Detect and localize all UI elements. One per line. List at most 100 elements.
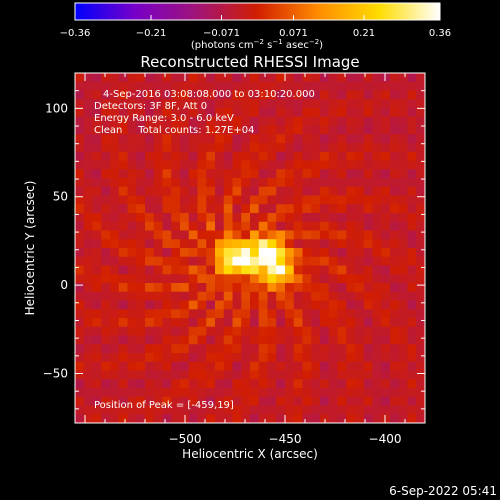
heatmap-cell	[127, 108, 137, 118]
heatmap-cell	[136, 143, 146, 153]
heatmap-cell	[320, 178, 330, 188]
heatmap-cell	[337, 309, 347, 319]
heatmap-cell	[363, 283, 373, 293]
heatmap-cell	[127, 309, 137, 319]
heatmap-cell	[258, 169, 268, 179]
heatmap-cell	[92, 230, 102, 240]
heatmap-cell	[372, 169, 382, 179]
heatmap-cell	[171, 405, 181, 415]
heatmap-cell	[136, 309, 146, 319]
heatmap-cell	[153, 81, 163, 91]
heatmap-cell	[311, 256, 321, 266]
heatmap-cell	[250, 274, 260, 284]
heatmap-cell	[180, 405, 190, 415]
heatmap-cell	[110, 239, 120, 249]
heatmap-cell	[127, 300, 137, 310]
heatmap-cell	[328, 143, 338, 153]
heatmap-cell	[127, 326, 137, 336]
heatmap-cell	[363, 414, 373, 423]
heatmap-cell	[241, 353, 251, 363]
heatmap-cell	[215, 160, 225, 170]
heatmap-cell	[162, 178, 172, 188]
heatmap-cell	[293, 274, 303, 284]
heatmap-cell	[355, 108, 365, 118]
heatmap-cell	[416, 396, 425, 406]
heatmap-cell	[363, 169, 373, 179]
heatmap-cell	[328, 151, 338, 161]
heatmap-cell	[346, 108, 356, 118]
heatmap-cell	[258, 125, 268, 135]
heatmap-cell	[101, 379, 111, 389]
heatmap-cell	[206, 151, 216, 161]
heatmap-cell	[355, 221, 365, 231]
heatmap-cell	[390, 143, 400, 153]
heatmap-cell	[188, 151, 198, 161]
heatmap-cell	[311, 344, 321, 354]
heatmap-cell	[136, 414, 146, 423]
heatmap-cell	[285, 151, 295, 161]
heatmap-cell	[75, 265, 85, 275]
heatmap-cell	[250, 108, 260, 118]
heatmap-cell	[101, 309, 111, 319]
heatmap-cell	[381, 169, 391, 179]
heatmap-cell	[171, 125, 181, 135]
heatmap-cell	[75, 370, 85, 380]
heatmap-cell	[197, 204, 207, 214]
heatmap-cell	[118, 361, 128, 371]
heatmap-cell	[293, 160, 303, 170]
heatmap-cell	[302, 73, 312, 83]
heatmap-cell	[372, 143, 382, 153]
heatmap-cell	[206, 73, 216, 83]
heatmap-cell	[346, 414, 356, 423]
heatmap-cell	[101, 213, 111, 223]
heatmap-cell	[101, 300, 111, 310]
heatmap-cell	[153, 256, 163, 266]
heatmap-cell	[127, 73, 137, 83]
heatmap-cell	[293, 344, 303, 354]
heatmap-cell	[118, 265, 128, 275]
heatmap-cell	[293, 335, 303, 345]
heatmap-cell	[75, 274, 85, 284]
heatmap-cell	[302, 396, 312, 406]
heatmap-cell	[136, 335, 146, 345]
heatmap-cell	[197, 143, 207, 153]
heatmap-cell	[381, 213, 391, 223]
heatmap-cell	[416, 134, 425, 144]
heatmap-cell	[258, 300, 268, 310]
heatmap-cell	[153, 318, 163, 328]
heatmap-cell	[381, 405, 391, 415]
heatmap-cell	[337, 116, 347, 126]
heatmap-cell	[398, 134, 408, 144]
heatmap-cell	[223, 388, 233, 398]
heatmap-cell	[372, 221, 382, 231]
heatmap-cell	[188, 248, 198, 258]
heatmap-cell	[320, 309, 330, 319]
heatmap-cell	[153, 265, 163, 275]
heatmap-cell	[267, 326, 277, 336]
heatmap-cell	[258, 151, 268, 161]
heatmap-cell	[92, 265, 102, 275]
heatmap-cell	[215, 396, 225, 406]
heatmap-cell	[346, 291, 356, 301]
heatmap-cell	[180, 344, 190, 354]
heatmap-cell	[162, 73, 172, 83]
heatmap-cell	[145, 370, 155, 380]
heatmap-cell	[363, 99, 373, 109]
heatmap-cell	[101, 274, 111, 284]
heatmap-cell	[416, 353, 425, 363]
heatmap-cell	[223, 353, 233, 363]
heatmap-cell	[153, 388, 163, 398]
heatmap-cell	[276, 274, 286, 284]
heatmap-cell	[363, 221, 373, 231]
heatmap-cell	[118, 248, 128, 258]
heatmap-cell	[258, 221, 268, 231]
heatmap-cell	[101, 388, 111, 398]
heatmap-cell	[215, 326, 225, 336]
heatmap-cell	[162, 274, 172, 284]
heatmap-cell	[83, 81, 93, 91]
heatmap-cell	[75, 116, 85, 126]
heatmap-cell	[215, 344, 225, 354]
heatmap-cell	[328, 108, 338, 118]
heatmap-cell	[75, 99, 85, 109]
heatmap-cell	[197, 335, 207, 345]
